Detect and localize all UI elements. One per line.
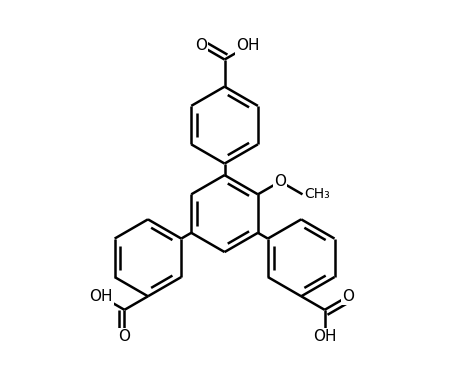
- Text: O: O: [274, 174, 285, 189]
- Text: OH: OH: [312, 330, 336, 344]
- Text: CH₃: CH₃: [304, 187, 330, 201]
- Text: O: O: [118, 330, 130, 344]
- Text: OH: OH: [236, 39, 259, 53]
- Text: O: O: [341, 289, 354, 304]
- Text: O: O: [195, 39, 207, 53]
- Text: OH: OH: [89, 289, 112, 304]
